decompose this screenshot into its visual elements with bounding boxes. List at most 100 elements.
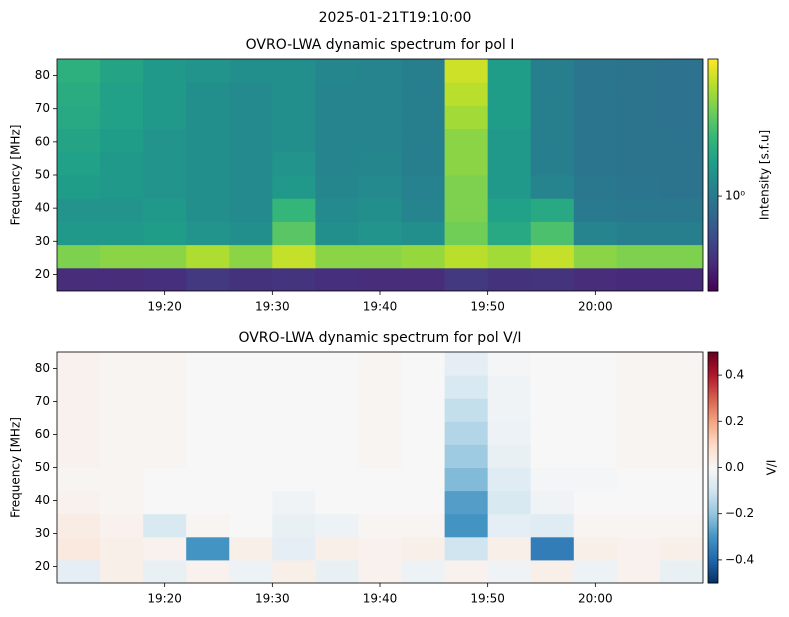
- colorbar-step: [708, 98, 718, 102]
- y-tick-label: 40: [35, 493, 50, 507]
- heatmap-cell: [272, 513, 316, 538]
- colorbar-step: [708, 511, 718, 515]
- heatmap-cell: [616, 513, 661, 538]
- colorbar-step: [708, 407, 718, 411]
- heatmap-cell: [659, 536, 703, 561]
- heatmap-cell: [315, 244, 359, 269]
- heatmap-cell: [487, 467, 532, 492]
- heatmap-cell: [530, 398, 575, 422]
- heatmap-cell: [186, 513, 230, 538]
- heatmap-cell: [57, 221, 101, 246]
- heatmap-cell: [57, 175, 101, 199]
- heatmap-cell: [616, 352, 661, 376]
- heatmap-cell: [487, 128, 532, 153]
- heatmap-cell: [186, 82, 230, 106]
- heatmap-cell: [444, 128, 489, 153]
- x-tick-label: 19:20: [147, 592, 182, 606]
- colorbar-label: Intensity [s.f.u]: [758, 130, 772, 220]
- colorbar-step: [708, 258, 718, 262]
- heatmap-cell: [358, 244, 403, 269]
- colorbar-step: [708, 242, 718, 246]
- colorbar-step: [708, 249, 718, 253]
- heatmap-cell: [659, 59, 703, 83]
- colorbar-step: [708, 237, 718, 241]
- colorbar-step: [708, 541, 718, 545]
- heatmap-cell: [186, 375, 230, 399]
- colorbar-step: [708, 84, 718, 88]
- colorbar-tick-label: 0.0: [725, 460, 744, 474]
- colorbar-step: [708, 77, 718, 81]
- heatmap-cell: [272, 175, 316, 199]
- colorbar-step: [708, 573, 718, 577]
- heatmap-cell: [444, 267, 489, 291]
- heatmap-cell: [401, 467, 446, 492]
- heatmap-cell: [315, 175, 359, 199]
- heatmap-cell: [315, 198, 359, 222]
- colorbar-step: [708, 442, 718, 445]
- colorbar-step: [708, 223, 718, 227]
- heatmap-cell: [358, 513, 403, 538]
- heatmap-cell: [143, 398, 187, 422]
- colorbar-step: [708, 274, 718, 278]
- colorbar-step: [708, 195, 718, 199]
- heatmap-cell: [186, 151, 230, 176]
- colorbar-step: [708, 63, 718, 67]
- colorbar-step: [708, 446, 718, 450]
- colorbar-step: [708, 89, 718, 92]
- heatmap-cell: [616, 175, 661, 199]
- heatmap-cell: [659, 513, 703, 538]
- y-tick-label: 50: [35, 168, 50, 182]
- colorbar-step: [708, 59, 718, 62]
- heatmap-cell: [100, 244, 144, 269]
- colorbar-step: [708, 272, 718, 276]
- heatmap-cell: [444, 352, 489, 376]
- y-axis-label: Frequency [MHz]: [9, 417, 23, 518]
- colorbar-step: [708, 481, 718, 485]
- x-tick-label: 19:50: [470, 592, 505, 606]
- colorbar-step: [708, 474, 718, 478]
- heatmap-cell: [659, 105, 703, 130]
- heatmap-cell: [272, 128, 316, 153]
- heatmap-cell: [100, 467, 144, 492]
- heatmap-cell: [401, 421, 446, 445]
- heatmap-cell: [272, 82, 316, 106]
- colorbar-step: [708, 226, 718, 229]
- heatmap-cell: [186, 198, 230, 222]
- colorbar-step: [708, 562, 718, 566]
- colorbar-step: [708, 107, 718, 111]
- colorbar-step: [708, 212, 718, 215]
- colorbar-step: [708, 451, 718, 455]
- x-tick-label: 20:00: [578, 300, 613, 314]
- colorbar-step: [708, 421, 718, 425]
- heatmap-cell: [100, 559, 144, 583]
- y-tick-label: 60: [35, 427, 50, 441]
- colorbar-step: [708, 525, 718, 529]
- colorbar-step: [708, 147, 718, 150]
- colorbar-step: [708, 93, 718, 97]
- heatmap-cell: [659, 221, 703, 246]
- heatmap-cell: [57, 82, 101, 106]
- y-tick-label: 40: [35, 201, 50, 215]
- heatmap-cell: [401, 244, 446, 269]
- colorbar-step: [708, 151, 718, 155]
- heatmap-cell: [530, 267, 575, 291]
- heatmap-cell: [272, 59, 316, 83]
- heatmap-cell: [186, 444, 230, 468]
- heatmap-cell: [57, 467, 101, 492]
- heatmap-cell: [143, 221, 187, 246]
- colorbar-step: [708, 216, 718, 220]
- colorbar-step: [708, 219, 718, 222]
- colorbar-step: [708, 449, 718, 452]
- heatmap-cell: [401, 513, 446, 538]
- heatmap-cell: [315, 444, 359, 468]
- y-axis-label: Frequency [MHz]: [9, 125, 23, 226]
- colorbar-step: [708, 557, 718, 561]
- heatmap-cell: [57, 244, 101, 269]
- heatmap-cell: [272, 421, 316, 445]
- colorbar-step: [708, 184, 718, 188]
- heatmap-cell: [229, 375, 273, 399]
- colorbar-step: [708, 126, 718, 130]
- heatmap-cell: [530, 198, 575, 222]
- colorbar-step: [708, 246, 718, 250]
- heatmap-cell: [315, 267, 359, 291]
